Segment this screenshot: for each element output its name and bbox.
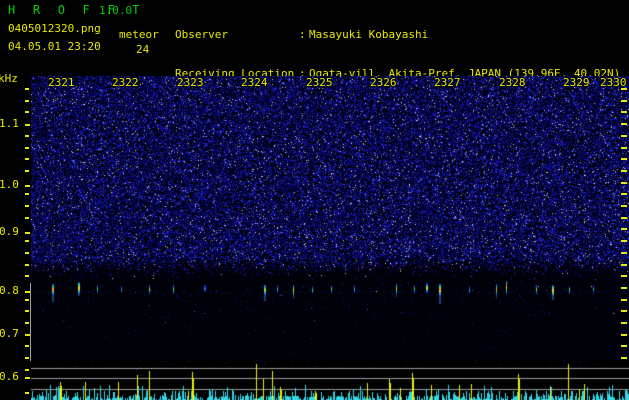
frequency-tick-label: 0.9 [0,225,19,238]
event-count-label: 24 [136,43,150,56]
frequency-tick-mark [25,185,30,187]
frequency-minor-tick [25,392,29,395]
frequency-tick-mark [25,124,30,126]
frequency-minor-tick [25,251,29,254]
app-title: H R O F F T [8,3,145,17]
frequency-minor-tick [25,193,29,196]
right-tick-mark [621,298,627,301]
right-tick-mark [621,228,627,231]
right-tick-mark [621,146,627,149]
spectrogram-plot [31,76,629,360]
frequency-tick-mark [25,334,30,336]
frequency-minor-tick [25,345,29,348]
frequency-tick-label: 1.0 [0,178,19,191]
right-tick-mark [621,345,627,348]
right-tick-mark [621,169,627,172]
frequency-minor-tick [25,240,29,243]
frequency-minor-tick [25,146,29,149]
frequency-minor-tick [25,99,29,102]
right-tick-mark [621,263,627,266]
right-tick-mark [621,333,627,336]
metadata-value: Masayuki Kobayashi [309,28,429,41]
frequency-tick-mark [25,377,30,379]
metadata-colon: : [299,28,306,41]
frequency-tick-mark [25,232,30,234]
frequency-minor-tick [25,368,29,371]
right-tick-mark [621,275,627,278]
right-tick-mark [621,216,627,219]
frequency-minor-tick [25,275,29,278]
frequency-minor-tick [25,263,29,266]
right-tick-mark [621,240,627,243]
frequency-minor-tick [25,298,29,301]
right-tick-mark [621,322,627,324]
frequency-minor-tick [25,310,29,313]
power-strip-panel [31,360,629,400]
right-tick-mark [621,286,627,289]
right-tick-mark [621,158,627,161]
right-tick-mark [621,205,627,207]
right-tick-mark [621,134,627,137]
frequency-minor-tick [25,158,29,161]
frequency-minor-tick [25,88,29,90]
frequency-tick-label: 0.6 [0,370,19,383]
frequency-tick-label: 0.7 [0,327,19,340]
right-tick-mark [621,111,627,114]
frequency-minor-tick [25,357,29,360]
right-tick-mark [621,181,627,184]
metadata-colon: : [299,67,306,80]
right-tick-mark [621,357,627,360]
right-tick-mark [621,123,627,126]
frequency-minor-tick [25,205,29,207]
right-tick-mark [621,88,627,90]
frequency-minor-tick [25,169,29,172]
frequency-minor-tick [25,111,29,114]
right-tick-mark [621,251,627,254]
frequency-minor-tick [25,322,29,324]
frequency-tick-mark [25,291,30,293]
frequency-tick-label: 1.1 [0,117,19,130]
spectrogram-canvas [31,76,629,360]
right-tick-mark [621,193,627,196]
right-axis-ticks [620,76,629,396]
right-tick-mark [621,99,627,102]
metadata-row-observer: Observer : Masayuki Kobayashi [175,28,620,41]
frequency-tick-label: 0.8 [0,284,19,297]
metadata-key: Observer [175,28,228,41]
filename-label: 0405012320.png [8,22,101,35]
event-type-label: meteor [119,28,159,41]
header-panel: H R O F F T 1.0.0 0405012320.png 04.05.0… [0,0,629,158]
datetime-label: 04.05.01 23:20 [8,40,101,53]
frequency-axis-rule [30,283,31,361]
frequency-minor-tick [25,134,29,137]
app-version: 1.0.0 [99,4,133,17]
frequency-minor-tick [25,216,29,219]
frequency-axis: kHz 1.1 1.0 0.9 0.8 0.7 0.6 [0,70,31,400]
right-tick-mark [621,310,627,313]
frequency-axis-unit: kHz [0,72,18,85]
power-strip-canvas [31,360,629,400]
